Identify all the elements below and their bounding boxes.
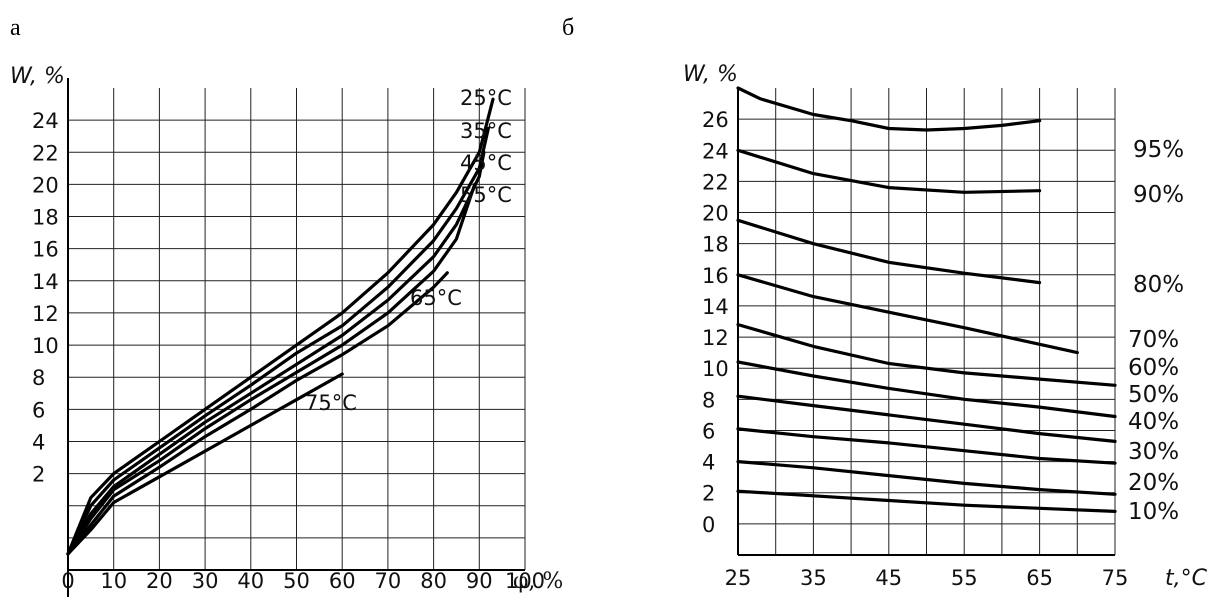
chart-b-series-line (736, 460, 1117, 496)
chart-a-series-line (66, 150, 486, 556)
chart-a-y-tick: 12 (32, 302, 59, 326)
chart-b-y-tick: 22 (702, 170, 729, 194)
chart-a-x-tick: 20 (146, 569, 173, 593)
panel-label-b: б (562, 15, 574, 41)
chart-b-series-line (736, 218, 1042, 285)
chart-b-x-tick: 25 (725, 566, 752, 590)
chart-a-series-label: 35°C (460, 119, 512, 143)
chart-a-y-label: W, % (10, 64, 65, 89)
chart-b-y-tick: 12 (702, 326, 729, 350)
chart-a-x-tick: 0 (61, 569, 74, 593)
chart-b-series-label: 10% (1128, 499, 1179, 525)
chart-b-y-tick: 0 (702, 513, 715, 537)
chart-b-x-tick: 65 (1026, 566, 1053, 590)
chart-b-series-label: 95% (1133, 137, 1184, 163)
chart-b-x-tick: 45 (875, 566, 902, 590)
chart-b-y-tick: 20 (702, 202, 729, 226)
chart-b-series-label: 50% (1128, 382, 1179, 408)
chart-a-series-line (66, 182, 477, 556)
chart-b-y-tick: 16 (702, 264, 729, 288)
chart-b-series-label: 80% (1133, 272, 1184, 298)
chart-b-y-tick: 24 (702, 139, 729, 163)
chart-a-series-label: 45°C (460, 151, 512, 175)
chart-a-series-line (66, 97, 495, 556)
chart-a-x-tick: 70 (375, 569, 402, 593)
chart-a-y-tick: 6 (32, 398, 45, 422)
chart-b-series-label: 20% (1128, 470, 1179, 496)
chart-a-x-tick: 40 (237, 569, 264, 593)
chart-b-y-tick: 26 (702, 108, 729, 132)
chart-a-x-label: φ, % (513, 569, 563, 594)
chart-b-y-tick: 10 (702, 357, 729, 381)
chart-b-series-line (736, 489, 1117, 513)
chart-a-y-tick: 24 (32, 109, 59, 133)
chart-b-y-tick: 2 (702, 482, 715, 506)
chart-a-series-label: 25°C (460, 86, 512, 110)
chart-b-y-tick: 4 (702, 451, 715, 475)
chart-a-y-tick: 14 (32, 270, 59, 294)
chart-a-y-tick: 22 (32, 141, 59, 165)
chart-b-series-label: 30% (1128, 439, 1179, 465)
chart-a-y-tick: 18 (32, 206, 59, 230)
chart-b-series-label: 60% (1128, 355, 1179, 381)
chart-b-series-line (736, 273, 1079, 355)
chart-b-series-line (736, 86, 1042, 132)
chart-a-x-tick: 90 (466, 569, 493, 593)
chart-a-series-line (66, 271, 449, 556)
chart-a-x-tick: 50 (283, 569, 310, 593)
chart-a-y-tick: 4 (32, 430, 45, 454)
chart-a-x-tick: 10 (100, 569, 127, 593)
chart-a-x-tick: 100 (505, 569, 545, 593)
chart-b-x-tick: 75 (1102, 566, 1129, 590)
chart-b-series-label: 40% (1128, 409, 1179, 435)
chart-b-series-line (736, 323, 1117, 387)
chart-b-y-tick: 14 (702, 295, 729, 319)
chart-a-series-line (66, 126, 490, 556)
chart-b-y-tick: 18 (702, 233, 729, 257)
chart-b-series-label: 70% (1128, 327, 1179, 353)
chart-a-x-tick: 30 (192, 569, 219, 593)
chart-a-series-line (66, 372, 344, 556)
chart-a-series-label: 65°C (410, 286, 462, 310)
chart-b-series-line (736, 148, 1042, 194)
chart-a-y-tick: 16 (32, 238, 59, 262)
chart-b-series-label: 90% (1133, 182, 1184, 208)
chart-a-y-tick: 10 (32, 334, 59, 358)
chart-a-y-tick: 8 (32, 366, 45, 390)
chart-a-y-tick: 2 (32, 463, 45, 487)
chart-b-y-tick: 6 (702, 419, 715, 443)
chart-a-x-tick: 60 (329, 569, 356, 593)
chart-b-x-label: t,°C (1165, 566, 1208, 591)
chart-a-x-tick: 80 (420, 569, 447, 593)
chart-a-series-label: 75°C (305, 391, 357, 415)
chart-a-series-label: 55°C (460, 183, 512, 207)
chart-b-x-tick: 35 (800, 566, 827, 590)
chart-b-series-line (736, 394, 1117, 443)
chart-b-series-line (736, 360, 1117, 419)
chart-b-x-tick: 55 (951, 566, 978, 590)
chart-b-series-line (736, 427, 1117, 465)
panel-label-a: а (10, 15, 21, 41)
chart-b-y-tick: 8 (702, 388, 715, 412)
chart-a-y-tick: 20 (32, 173, 59, 197)
chart-b-y-label: W, % (683, 62, 738, 87)
